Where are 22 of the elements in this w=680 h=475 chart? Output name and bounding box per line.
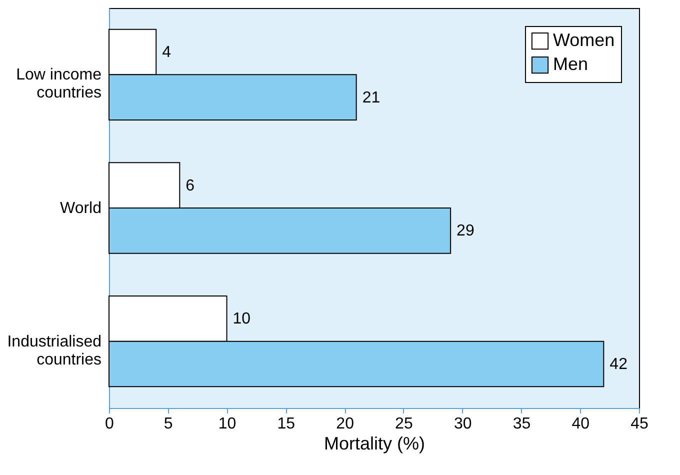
- x-axis-title: Mortality (%): [324, 434, 426, 454]
- data-label: 4: [162, 44, 172, 61]
- x-tick-label: 25: [395, 416, 413, 432]
- x-tick-label: 10: [218, 416, 236, 432]
- y-tick-label: Industrialised countries: [7, 333, 102, 368]
- legend-label: Men: [553, 54, 588, 74]
- x-tick-label: 35: [512, 416, 531, 432]
- x-tick-label: 45: [630, 416, 648, 432]
- data-label: 21: [362, 89, 380, 106]
- x-tick-label: 30: [454, 416, 472, 432]
- x-tick-label: 15: [277, 416, 296, 432]
- data-label: 10: [232, 310, 251, 328]
- x-tick-label: 0: [105, 416, 114, 432]
- data-label: 42: [610, 356, 628, 373]
- x-tick-label: 5: [164, 416, 173, 432]
- x-tick-label: 40: [572, 416, 590, 432]
- data-label: 29: [456, 222, 474, 240]
- x-tick-label: 20: [336, 416, 354, 432]
- legend-label: Women: [553, 30, 615, 50]
- data-label: 6: [186, 177, 195, 194]
- y-tick-label: Low income countries: [16, 66, 102, 102]
- y-tick-label: World: [60, 200, 102, 217]
